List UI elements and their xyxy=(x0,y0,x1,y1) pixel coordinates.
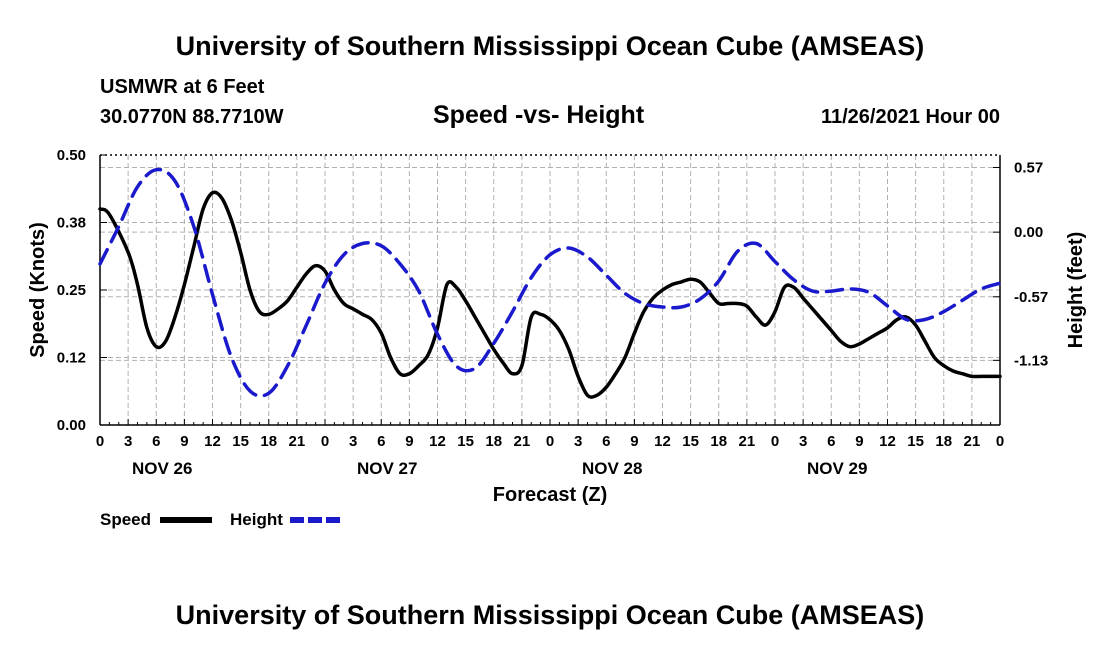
footer-title: University of Southern Mississippi Ocean… xyxy=(175,600,925,630)
x-axis-label: Forecast (Z) xyxy=(493,484,607,506)
x-tick-label: 9 xyxy=(405,433,413,450)
right-tick-label: 0.00 xyxy=(1014,224,1043,241)
x-tick-label: 0 xyxy=(96,433,104,450)
x-tick-label: 0 xyxy=(321,433,329,450)
x-tick-label: 6 xyxy=(377,433,385,450)
x-tick-label: 3 xyxy=(574,433,582,450)
date-label: NOV 26 xyxy=(132,459,192,478)
legend-height-label: Height xyxy=(230,510,283,529)
right-tick-label: -1.13 xyxy=(1014,352,1048,369)
x-tick-label: 9 xyxy=(180,433,188,450)
date-label: NOV 29 xyxy=(807,459,867,478)
right-tick-label: -0.57 xyxy=(1014,289,1048,306)
left-tick-label: 0.50 xyxy=(57,147,86,164)
x-tick-label: 0 xyxy=(546,433,554,450)
station-label: USMWR at 6 Feet xyxy=(100,76,265,98)
right-axis-label: Height (feet) xyxy=(1065,232,1087,349)
x-tick-label: 15 xyxy=(232,433,249,450)
date-label: NOV 28 xyxy=(582,459,642,478)
plot-title: Speed -vs- Height xyxy=(433,101,645,129)
left-tick-label: 0.38 xyxy=(57,215,86,232)
right-tick-label: 0.57 xyxy=(1014,159,1043,176)
date-label: NOV 27 xyxy=(357,459,417,478)
x-tick-label: 0 xyxy=(996,433,1004,450)
x-tick-label: 3 xyxy=(349,433,357,450)
x-tick-label: 21 xyxy=(514,433,531,450)
x-tick-label: 3 xyxy=(124,433,132,450)
x-tick-label: 21 xyxy=(739,433,756,450)
x-tick-label: 6 xyxy=(827,433,835,450)
x-tick-label: 18 xyxy=(260,433,277,450)
main-title: University of Southern Mississippi Ocean… xyxy=(175,31,925,61)
x-tick-label: 6 xyxy=(152,433,160,450)
x-tick-label: 12 xyxy=(654,433,671,450)
x-tick-label: 9 xyxy=(630,433,638,450)
x-tick-label: 3 xyxy=(799,433,807,450)
height-series-line xyxy=(98,167,1002,398)
x-tick-label: 18 xyxy=(485,433,502,450)
legend-speed-label: Speed xyxy=(100,510,151,529)
x-tick-label: 12 xyxy=(879,433,896,450)
series xyxy=(98,167,1002,399)
axes: 0 3 6 9 12 15 18 21 0 3 6 9 12 15 18 21 0 3 6 9 12 15 18 21 0 3 6 9… xyxy=(27,147,1087,506)
coordinates-label: 30.0770N 88.7710W xyxy=(100,106,284,128)
x-tick-label: 15 xyxy=(457,433,474,450)
x-tick-label: 12 xyxy=(204,433,221,450)
x-tick-label: 21 xyxy=(289,433,306,450)
left-tick-label: 0.25 xyxy=(57,282,86,299)
x-tick-label: 0 xyxy=(771,433,779,450)
left-axis-label: Speed (Knots) xyxy=(27,222,49,358)
left-tick-label: 0.00 xyxy=(57,417,86,434)
left-tick-label: 0.12 xyxy=(57,350,86,367)
x-tick-label: 15 xyxy=(907,433,924,450)
x-tick-label: 9 xyxy=(855,433,863,450)
x-tick-label: 15 xyxy=(682,433,699,450)
x-tick-label: 18 xyxy=(710,433,727,450)
legend: Speed Height xyxy=(100,510,342,529)
speed-series-line xyxy=(98,190,1002,399)
x-tick-label: 12 xyxy=(429,433,446,450)
x-tick-label: 21 xyxy=(964,433,981,450)
datetime-label: 11/26/2021 Hour 00 xyxy=(820,106,1000,128)
x-tick-label: 18 xyxy=(935,433,952,450)
x-tick-label: 6 xyxy=(602,433,610,450)
